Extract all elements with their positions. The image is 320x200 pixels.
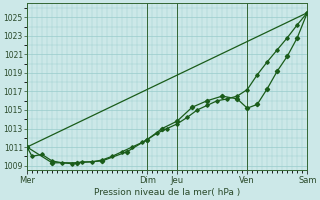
X-axis label: Pression niveau de la mer( hPa ): Pression niveau de la mer( hPa ) bbox=[94, 188, 240, 197]
